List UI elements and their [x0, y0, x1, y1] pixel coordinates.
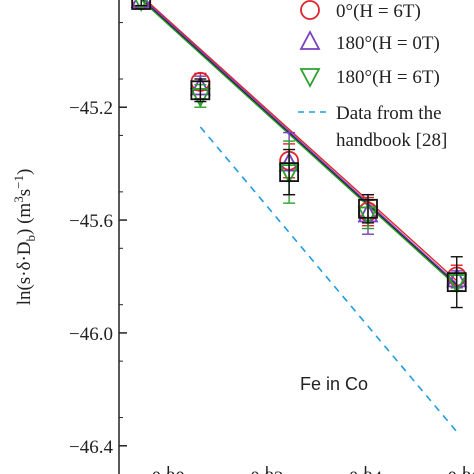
y-tick-label: −46.4: [69, 437, 113, 458]
data-point: [130, 0, 152, 8]
data-point: [131, 0, 152, 10]
legend-label: 0°(H = 6T): [336, 1, 421, 22]
legend-label: 180°(H = 0T): [336, 33, 440, 54]
data-point: [134, 0, 148, 12]
handbook-series: [199, 126, 458, 433]
x-tick-label: 0.84: [349, 468, 383, 474]
y-tick-label: −46.0: [69, 324, 113, 345]
legend-label: Data from the: [336, 103, 442, 124]
y-axis-label-part: ln(s·δ·D: [14, 241, 35, 305]
y-axis-label-part: b: [23, 235, 38, 242]
y-tick-label: −45.2: [69, 98, 113, 119]
y-tick-label: −45.6: [69, 211, 113, 232]
y-axis-label-part: −1: [11, 175, 26, 189]
y-axis-label-text: ln(s·δ·Db) (m3s−1): [11, 169, 38, 306]
legend-label: handbook [28]: [336, 130, 447, 151]
data-points: [130, 0, 468, 309]
y-axis-label-part: ): [14, 169, 35, 175]
fit-lines: [140, 0, 458, 287]
x-tick-label: 0.82: [250, 468, 283, 474]
y-axis-label-part: s: [14, 189, 35, 196]
legend-marker: [299, 68, 321, 88]
axes: −45.2 −45.6 −46.0 −46.4 0.80 0.82 0.84 0.86: [69, 0, 474, 474]
fit-line: [143, 0, 458, 285]
legend: 0°(H = 6T) 180°(H = 0T) 180°(H = 6T) Data f…: [298, 0, 447, 151]
legend-label: 180°(H = 6T): [336, 67, 440, 88]
fit-line: [141, 0, 458, 286]
legend-marker: [300, 0, 320, 20]
y-axis-label-part: 3: [11, 196, 26, 203]
handbook-line: [199, 126, 458, 433]
data-point: [190, 80, 211, 101]
fit-line: [140, 0, 458, 287]
data-point: [358, 198, 378, 219]
data-point: [446, 272, 467, 293]
legend-marker: [299, 30, 321, 50]
y-axis-label: ln(s·δ·Db) (m3s−1): [11, 169, 38, 306]
fit-line: [144, 0, 458, 282]
y-axis-label-part: ) (m: [14, 203, 35, 235]
x-tick-label: 0.86: [448, 468, 474, 474]
data-point: [279, 162, 300, 183]
x-tick-label: 0.80: [152, 468, 185, 474]
annotation-fe-in-co: Fe in Co: [300, 374, 368, 394]
